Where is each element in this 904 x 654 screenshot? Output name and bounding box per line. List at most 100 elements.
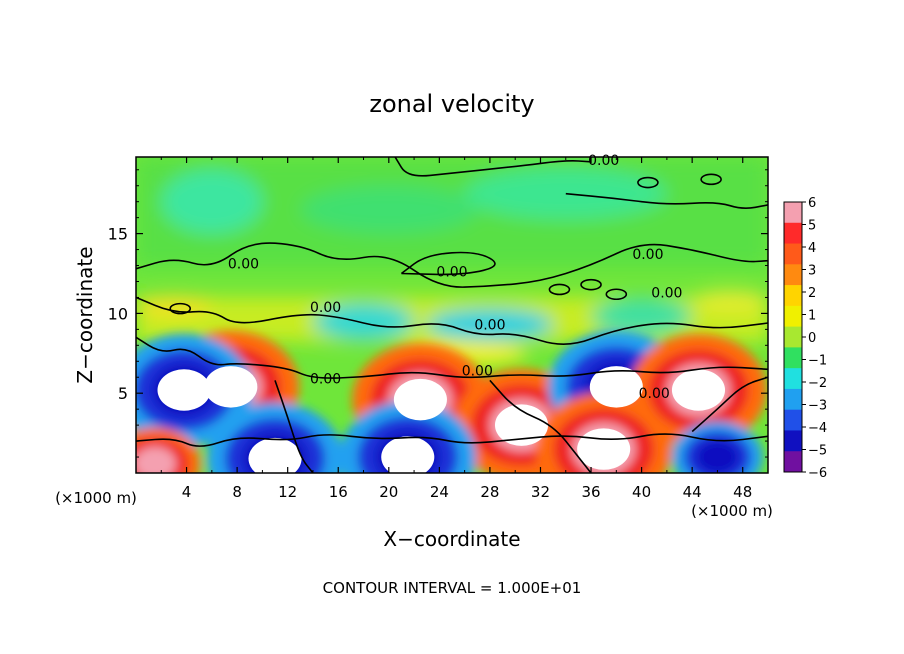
contour-label: 0.00	[310, 300, 341, 316]
contour-label: 0.00	[228, 257, 259, 273]
zero-contour-loop	[700, 173, 722, 186]
y-axis: 5 10 15	[108, 169, 768, 458]
colorbar-tick-label: 1	[808, 309, 816, 324]
feature-core	[157, 369, 211, 411]
plot-area	[136, 157, 768, 473]
colorbar-tick-label: 4	[808, 241, 816, 256]
feature-core	[204, 366, 258, 408]
feature-core	[494, 404, 549, 446]
x-tick-label: 12	[278, 483, 297, 501]
colorbar-swatch	[784, 347, 802, 369]
zero-contour-line	[400, 251, 496, 276]
contour-label: 0.00	[632, 247, 663, 263]
zero-contour-line	[565, 192, 768, 209]
feature-core	[671, 369, 726, 411]
zero-contour-line	[691, 376, 768, 433]
field-blob	[464, 168, 667, 220]
feature-inner	[136, 446, 177, 473]
colorbar-tick-label: 0	[808, 331, 816, 346]
x-unit-right: (×1000 m)	[691, 502, 773, 520]
colorbar-swatch	[784, 368, 802, 390]
zero-contours	[136, 157, 768, 473]
contour-labels: 0.00 0.00 0.00 0.00 0.00 0.00 0.00 0.00 0.00 0.00	[228, 153, 683, 402]
colorbar-swatch	[784, 285, 802, 307]
colorbar-swatch	[784, 305, 802, 328]
colorbar: 6 5 4 3 2 1 0 −1 −2 −3 −4 −5 −6	[783, 196, 827, 481]
zero-contour-line	[136, 242, 768, 288]
field-blob	[312, 302, 415, 341]
feature-core	[577, 428, 631, 470]
contour-label: 0.00	[474, 317, 505, 333]
contour-label: 0.00	[436, 265, 467, 281]
x-tick-label: 44	[683, 483, 702, 501]
feature-core	[381, 436, 435, 473]
colorbar-swatch	[784, 409, 802, 431]
x-axis-label: X−coordinate	[383, 527, 520, 551]
feature-inner	[696, 440, 739, 473]
zero-contour-loop	[637, 176, 659, 189]
feature-core	[393, 378, 447, 421]
zero-contour-loop	[548, 283, 571, 296]
colorbar-tick-label: −3	[808, 399, 827, 414]
colorbar-tick-label: −5	[808, 444, 827, 459]
field-blob	[591, 297, 693, 336]
field-blob	[161, 169, 263, 234]
x-tick-label: 20	[379, 483, 398, 501]
colorbar-tick-label: −4	[808, 421, 827, 436]
x-axis: 4 8 12 16 20 24 28 32 36 40 44 48	[160, 157, 752, 501]
zero-contour-loop	[169, 302, 192, 315]
y-tick-label: 5	[118, 384, 128, 403]
colorbar-swatch	[784, 388, 802, 411]
y-tick-label: 10	[108, 304, 128, 323]
zero-contour-line	[136, 336, 768, 379]
colorbar-swatch	[784, 243, 802, 265]
contour-label: 0.00	[588, 153, 619, 169]
contour-label: 0.00	[651, 285, 682, 301]
zero-contour-line	[136, 296, 768, 345]
colorbar-tick-label: −1	[808, 354, 827, 369]
colorbar-swatch	[784, 326, 802, 348]
x-tick-label: 24	[430, 483, 449, 501]
x-tick-label: 32	[531, 483, 550, 501]
colorbar-swatch	[784, 430, 802, 452]
colorbar-tick-label: −6	[808, 466, 827, 481]
y-tick-label: 15	[108, 225, 128, 244]
zero-contour-loop	[605, 288, 628, 301]
field-smooth-layer	[136, 157, 768, 367]
colorbar-tick-label: 2	[808, 286, 816, 301]
x-tick-label: 28	[480, 483, 499, 501]
y-axis-label: Z−coordinate	[73, 246, 97, 383]
field-blob	[426, 308, 554, 341]
colorbar-tick-label: −2	[808, 376, 827, 391]
contour-interval-note: CONTOUR INTERVAL = 1.000E+01	[323, 579, 582, 597]
feature-core	[248, 437, 302, 473]
zero-contour-line	[136, 433, 768, 447]
colorbar-tick-label: 6	[808, 196, 816, 211]
colorbar-swatch	[784, 451, 802, 473]
x-tick-label: 8	[232, 483, 242, 501]
zero-contour-loop	[580, 278, 602, 291]
feature-core	[589, 366, 643, 408]
x-tick-label: 36	[581, 483, 600, 501]
velocity-field	[136, 157, 768, 473]
zero-contour-line	[274, 380, 314, 473]
x-tick-label: 16	[329, 483, 348, 501]
field-blob	[300, 185, 478, 234]
x-unit-left: (×1000 m)	[55, 489, 137, 507]
x-tick-label: 48	[733, 483, 752, 501]
contour-label: 0.00	[462, 364, 493, 380]
plot-frame	[135, 156, 769, 474]
colorbar-tick-label: 5	[808, 219, 816, 234]
x-tick-label: 40	[632, 483, 651, 501]
colorbar-swatch	[784, 202, 802, 224]
field-blob	[692, 291, 768, 311]
zero-contour-line	[489, 379, 592, 473]
colorbar-swatch	[784, 222, 802, 245]
chart-title: zonal velocity	[369, 90, 534, 118]
contour-label: 0.00	[639, 386, 670, 402]
contour-label: 0.00	[310, 372, 341, 388]
colorbar-tick-label: 3	[808, 264, 816, 279]
zero-contour-line	[394, 157, 592, 177]
x-tick-label: 4	[182, 483, 192, 501]
